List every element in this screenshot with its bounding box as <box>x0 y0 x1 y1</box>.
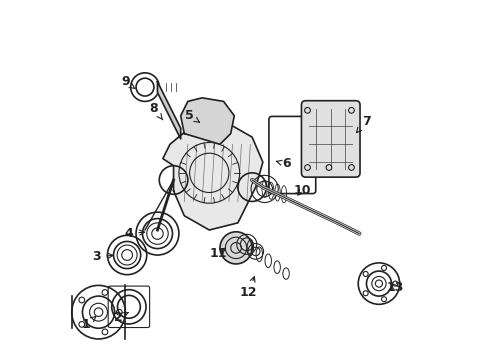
Text: 3: 3 <box>93 250 113 263</box>
Text: 1: 1 <box>82 316 96 331</box>
Text: 10: 10 <box>294 184 311 197</box>
Text: 8: 8 <box>149 102 163 120</box>
Text: 9: 9 <box>121 75 135 89</box>
Text: 5: 5 <box>185 109 199 122</box>
Text: 11: 11 <box>209 247 227 260</box>
FancyBboxPatch shape <box>301 101 360 177</box>
Text: 4: 4 <box>124 227 145 240</box>
Text: 7: 7 <box>357 114 371 132</box>
Text: 12: 12 <box>240 276 257 299</box>
Text: 13: 13 <box>386 281 404 294</box>
Text: 6: 6 <box>276 157 291 170</box>
Text: 2: 2 <box>114 311 128 324</box>
Circle shape <box>220 232 252 264</box>
Polygon shape <box>181 98 234 144</box>
Polygon shape <box>163 123 263 230</box>
Polygon shape <box>157 82 181 139</box>
